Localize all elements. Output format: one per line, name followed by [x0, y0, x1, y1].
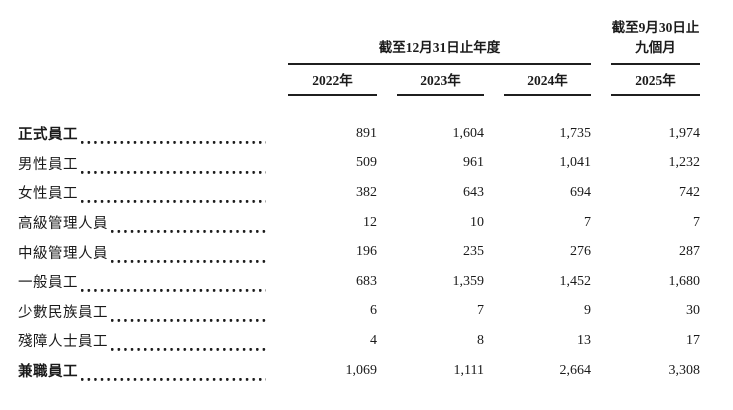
row-label-cell: 中級管理人員: [18, 241, 288, 263]
row-value: 8: [477, 332, 484, 348]
row-value: 382: [356, 184, 377, 200]
table-row: 一般員工 683 1,359 1,452 1,680: [18, 267, 733, 297]
dot-leader: [111, 330, 266, 352]
row-label: 高級管理人員: [18, 216, 108, 233]
row-value: 1,069: [345, 362, 378, 378]
row-value: 30: [686, 303, 700, 319]
row-value: 961: [463, 155, 484, 171]
row-value: 891: [356, 125, 377, 141]
row-value: 742: [679, 184, 700, 200]
row-label-cell: 正式員工: [18, 123, 288, 145]
dot-leader: [81, 123, 266, 145]
column-group-row: 截至12月31日止年度 截至9月30日止 九個月: [288, 18, 700, 65]
row-value: 1,041: [559, 155, 592, 171]
table-row: 殘障人士員工 4 8 13 17: [18, 326, 733, 356]
row-label: 男性員工: [18, 156, 78, 173]
row-value: 1,604: [452, 125, 485, 141]
row-label: 正式員工: [18, 127, 78, 144]
row-values: 6 7 9 30: [288, 303, 700, 319]
row-value: 13: [577, 332, 591, 348]
column-group-nine-months: 截至9月30日止 九個月: [611, 18, 700, 65]
row-values: 1,069 1,111 2,664 3,308: [288, 362, 701, 379]
dot-leader: [111, 212, 266, 234]
dot-leader: [111, 300, 266, 322]
column-group-nine-months-label-line2: 九個月: [635, 40, 676, 55]
row-label-cell: 少數民族員工: [18, 300, 288, 322]
row-value: 643: [463, 184, 484, 200]
row-value: 9: [584, 303, 591, 319]
column-header-2024: 2024年: [504, 65, 591, 96]
row-value: 6: [370, 303, 377, 319]
row-value: 276: [570, 244, 591, 260]
column-header-2023: 2023年: [397, 65, 484, 96]
year-header-row: 2022年 2023年 2024年 2025年: [288, 65, 700, 96]
row-value: 683: [356, 273, 377, 289]
row-value: 1,452: [559, 273, 592, 289]
row-label-cell: 一般員工: [18, 271, 288, 293]
row-value: 12: [363, 214, 377, 230]
row-value: 4: [370, 332, 377, 348]
row-value: 1,232: [668, 155, 701, 171]
row-values: 509 961 1,041 1,232: [288, 155, 700, 171]
row-value: 7: [584, 214, 591, 230]
table-header: 截至12月31日止年度 截至9月30日止 九個月 2022年 2023年 202…: [0, 18, 733, 96]
dot-leader: [81, 271, 266, 293]
row-values: 382 643 694 742: [288, 185, 700, 201]
column-group-annual: 截至12月31日止年度: [288, 38, 591, 65]
row-value: 509: [356, 155, 377, 171]
dot-leader: [81, 360, 266, 382]
dot-leader: [111, 241, 266, 263]
row-label: 殘障人士員工: [18, 334, 108, 351]
row-value: 196: [356, 244, 377, 260]
column-header-2025: 2025年: [611, 65, 700, 96]
row-label: 一般員工: [18, 275, 78, 292]
row-value: 3,308: [668, 362, 701, 378]
row-value: 235: [463, 244, 484, 260]
table-row: 高級管理人員 12 10 7 7: [18, 208, 733, 238]
row-label-cell: 殘障人士員工: [18, 330, 288, 352]
row-values: 683 1,359 1,452 1,680: [288, 274, 700, 290]
column-header-2022: 2022年: [288, 65, 377, 96]
row-value: 1,974: [668, 125, 701, 141]
table-row: 少數民族員工 6 7 9 30: [18, 297, 733, 327]
table-row: 女性員工 382 643 694 742: [18, 178, 733, 208]
row-value: 1,680: [668, 273, 701, 289]
row-value: 17: [686, 332, 700, 348]
row-value: 287: [679, 244, 700, 260]
table-row: 男性員工 509 961 1,041 1,232: [18, 149, 733, 179]
row-label-cell: 男性員工: [18, 152, 288, 174]
row-label-cell: 高級管理人員: [18, 212, 288, 234]
column-group-nine-months-label-line1: 截至9月30日止: [611, 20, 700, 35]
row-label: 兼職員工: [18, 364, 78, 381]
row-value: 7: [693, 214, 700, 230]
table-body: 正式員工 891 1,604 1,735 1,974 男性員工 509 961 …: [0, 119, 733, 385]
table-row: 中級管理人員 196 235 276 287: [18, 237, 733, 267]
row-value: 1,735: [559, 125, 592, 141]
row-label: 中級管理人員: [18, 245, 108, 262]
row-value: 694: [570, 184, 591, 200]
row-values: 891 1,604 1,735 1,974: [288, 126, 700, 142]
row-value: 1,359: [452, 273, 485, 289]
row-values: 12 10 7 7: [288, 215, 700, 231]
table-row: 正式員工 891 1,604 1,735 1,974: [18, 119, 733, 149]
row-value: 7: [477, 303, 484, 319]
row-values: 4 8 13 17: [288, 333, 700, 349]
row-label: 少數民族員工: [18, 304, 108, 321]
row-label: 女性員工: [18, 186, 78, 203]
row-value: 1,111: [453, 362, 484, 378]
row-label-cell: 兼職員工: [18, 360, 288, 382]
dot-leader: [81, 182, 266, 204]
dot-leader: [81, 152, 266, 174]
row-value: 10: [470, 214, 484, 230]
column-group-annual-label: 截至12月31日止年度: [378, 40, 501, 55]
row-label-cell: 女性員工: [18, 182, 288, 204]
row-value: 2,664: [559, 362, 592, 378]
row-values: 196 235 276 287: [288, 244, 700, 260]
table-row: 兼職員工 1,069 1,111 2,664 3,308: [18, 356, 733, 386]
